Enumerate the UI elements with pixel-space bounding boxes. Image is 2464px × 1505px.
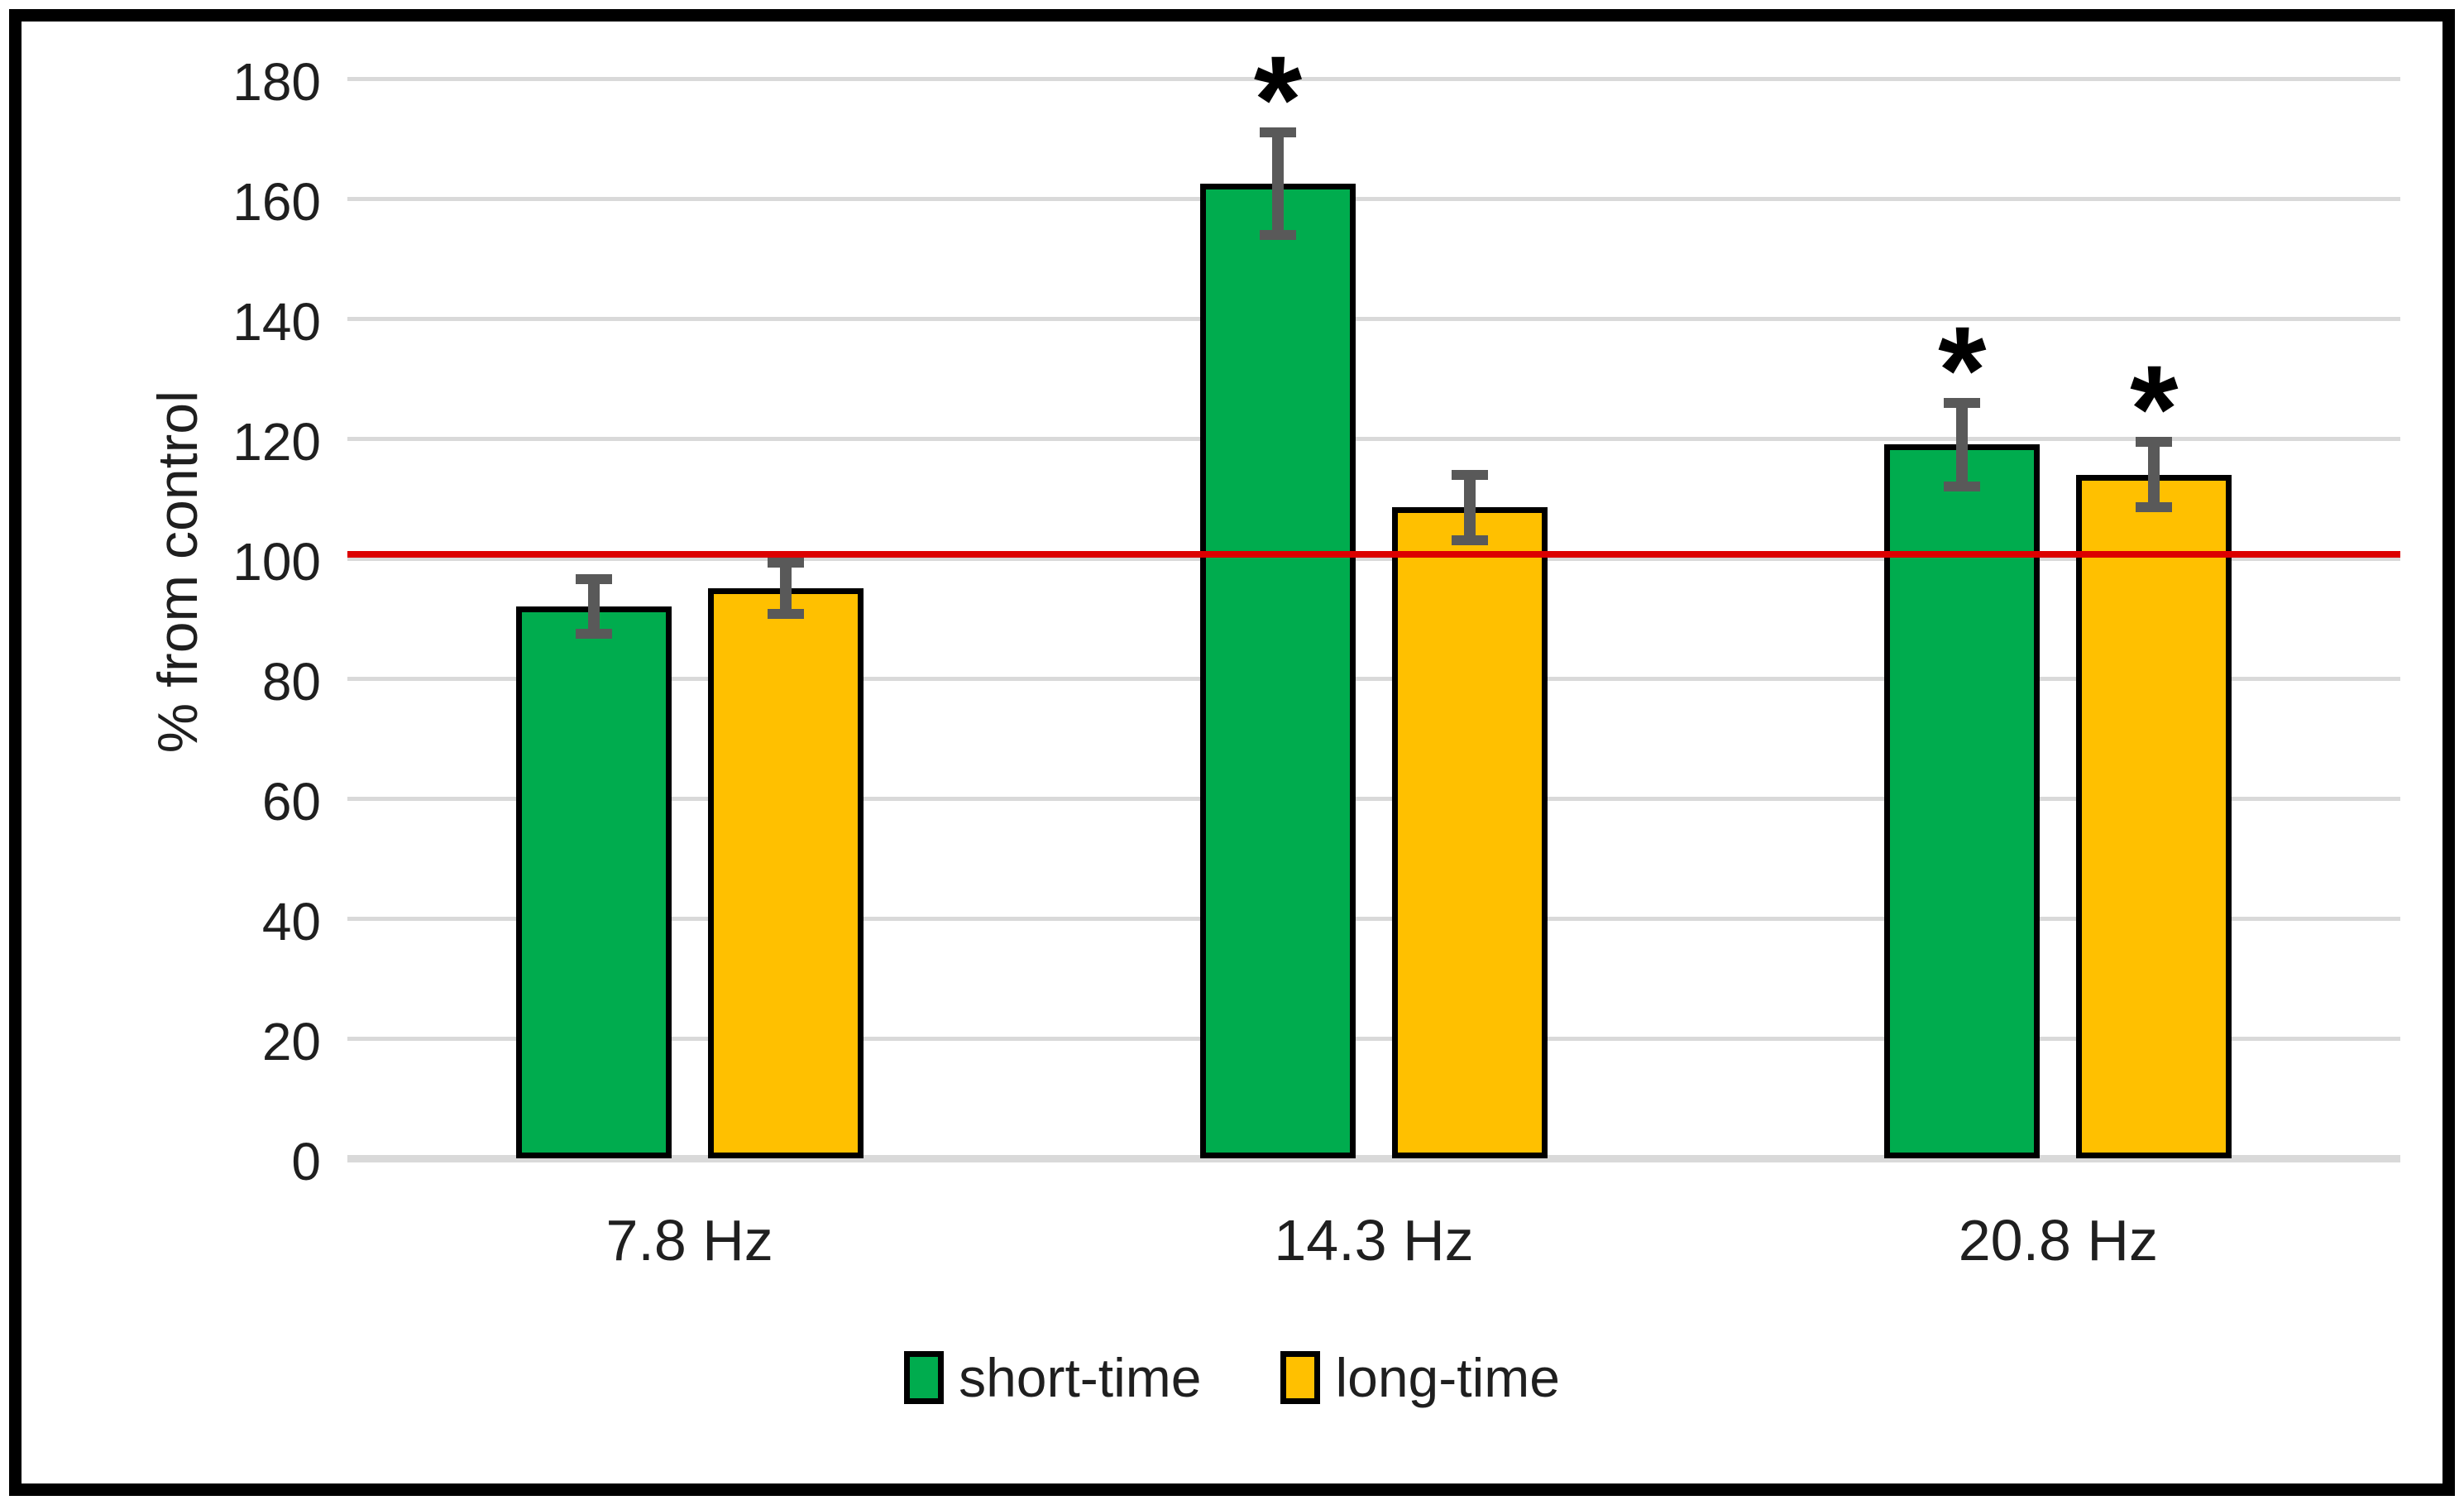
category-label-20.8 Hz: 20.8 Hz <box>1958 1208 2158 1273</box>
y-tick-label-60: 60 <box>261 772 321 832</box>
legend-item-short-time: short-time <box>904 1336 1201 1419</box>
category-label-7.8 Hz: 7.8 Hz <box>605 1208 773 1273</box>
gridline-0 <box>347 1155 2400 1162</box>
error-cap-high-short-time-14.3 Hz <box>1260 127 1296 138</box>
legend-swatch-short-time <box>904 1350 945 1404</box>
gridline-120 <box>347 437 2400 441</box>
gridline-100 <box>347 557 2400 561</box>
y-tick-label-120: 120 <box>232 412 321 472</box>
error-cap-high-short-time-20.8 Hz <box>1944 397 1981 408</box>
error-bar-short-time-14.3 Hz <box>1272 132 1284 235</box>
legend-label-short-time: short-time <box>959 1346 1202 1408</box>
error-cap-high-long-time-20.8 Hz <box>2136 436 2173 447</box>
y-tick-label-100: 100 <box>232 532 321 592</box>
y-tick-label-80: 80 <box>261 652 321 712</box>
legend-item-long-time: long-time <box>1280 1336 1560 1419</box>
gridline-180 <box>347 77 2400 81</box>
significance-asterisk-long-time-20.8 Hz: * <box>2130 338 2179 478</box>
error-cap-low-long-time-14.3 Hz <box>1452 535 1488 546</box>
gridline-20 <box>347 1037 2400 1041</box>
significance-asterisk-short-time-14.3 Hz: * <box>1253 30 1303 170</box>
error-bar-short-time-7.8 Hz <box>587 579 600 634</box>
bar-long-time-14.3 Hz <box>1392 507 1548 1158</box>
y-tick-label-20: 20 <box>261 1012 321 1071</box>
reference-line-100 <box>347 551 2400 558</box>
y-tick-label-160: 160 <box>232 172 321 232</box>
error-bar-short-time-20.8 Hz <box>1956 402 1969 486</box>
error-cap-high-short-time-7.8 Hz <box>575 574 612 585</box>
error-cap-low-short-time-20.8 Hz <box>1944 482 1981 491</box>
y-tick-label-0: 0 <box>291 1132 321 1191</box>
error-bar-long-time-14.3 Hz <box>1464 474 1476 541</box>
bar-short-time-14.3 Hz <box>1200 183 1356 1158</box>
legend-label-long-time: long-time <box>1335 1346 1560 1408</box>
gridline-60 <box>347 797 2400 801</box>
category-label-14.3 Hz: 14.3 Hz <box>1274 1208 1474 1273</box>
gridline-40 <box>347 917 2400 921</box>
error-cap-low-long-time-7.8 Hz <box>767 609 804 620</box>
y-tick-label-180: 180 <box>232 52 321 112</box>
bar-short-time-7.8 Hz <box>515 606 672 1158</box>
legend: short-time long-time <box>0 1334 2464 1421</box>
gridline-160 <box>347 197 2400 201</box>
bar-long-time-7.8 Hz <box>707 588 864 1158</box>
error-cap-low-long-time-20.8 Hz <box>2136 502 2173 513</box>
error-cap-high-long-time-7.8 Hz <box>767 558 804 568</box>
error-bar-long-time-7.8 Hz <box>779 563 792 615</box>
gridline-140 <box>347 317 2400 321</box>
error-cap-high-long-time-14.3 Hz <box>1452 469 1488 480</box>
y-tick-label-140: 140 <box>232 292 321 352</box>
error-cap-low-short-time-14.3 Hz <box>1260 229 1296 240</box>
significance-asterisk-short-time-20.8 Hz: * <box>1938 300 1987 439</box>
error-cap-low-short-time-7.8 Hz <box>575 628 612 639</box>
error-bar-long-time-20.8 Hz <box>2148 441 2160 508</box>
legend-swatch-long-time <box>1280 1350 1321 1404</box>
y-tick-label-40: 40 <box>261 892 321 951</box>
bar-long-time-20.8 Hz <box>2076 474 2232 1158</box>
gridline-80 <box>347 677 2400 681</box>
